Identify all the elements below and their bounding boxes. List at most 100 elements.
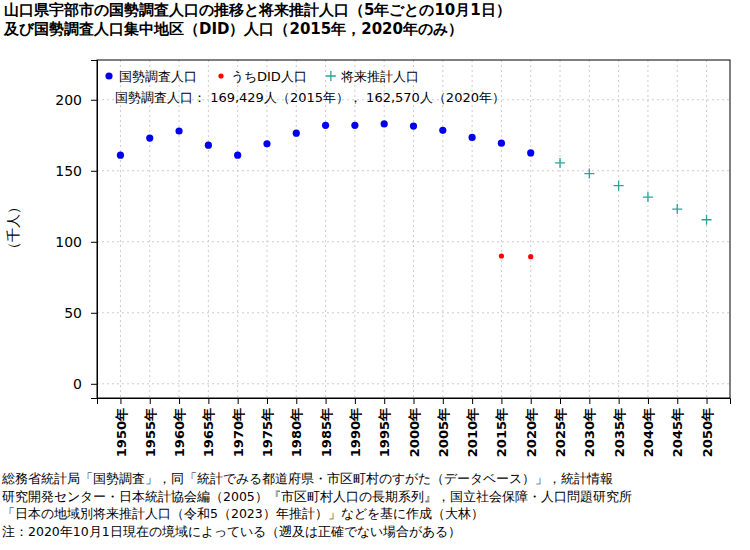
y-tick-label: 0 [73, 376, 82, 392]
x-tick: 1950年 [113, 398, 128, 457]
subtitle: 及び国勢調査人口集中地区（DID）人口（2015年，2020年のみ） [3, 20, 463, 38]
grid-line-x [618, 60, 619, 398]
x-tick-label: 2020年 [524, 408, 539, 457]
y-tick-mark [91, 313, 97, 314]
x-tick-mark [472, 398, 473, 404]
x-tick: 1980年 [289, 398, 304, 457]
x-tick-label: 2030年 [582, 408, 597, 457]
point [322, 122, 329, 129]
grid-line-x [208, 60, 209, 398]
grid [97, 60, 730, 398]
point [205, 142, 212, 149]
grid-line-x [325, 60, 326, 398]
source-note: 「日本の地域別将来推計人口（令和5（2023）年推計）」などを基に作成（大林） [2, 506, 484, 521]
grid-line-x [413, 60, 414, 398]
x-tick-mark [414, 398, 415, 404]
source-note: 総務省統計局「国勢調査」，同「統計でみる都道府県・市区町村のすがた（データベース… [1, 471, 613, 486]
grid-line-y [97, 312, 730, 313]
x-tick: 2030年 [582, 398, 597, 457]
y-axis: 050100150200 [55, 61, 97, 399]
x-tick-label: 2025年 [553, 408, 568, 457]
point [351, 122, 358, 129]
x-tick-label: 2000年 [407, 408, 422, 457]
x-tick: 2020年 [524, 398, 539, 457]
x-tick-label: 1995年 [377, 408, 392, 457]
y-tick: 150 [55, 163, 97, 179]
x-tick-mark [208, 398, 209, 404]
x-tick: 2040年 [641, 398, 656, 457]
x-tick-mark [501, 398, 502, 404]
y-tick-mark [91, 242, 97, 243]
x-tick-label: 1950年 [113, 408, 128, 457]
legend-marker [105, 72, 112, 79]
x-tick-label: 1960年 [172, 408, 187, 457]
x-tick: 1970年 [231, 398, 246, 457]
point [469, 134, 476, 141]
point [614, 181, 624, 191]
grid-line-x [560, 60, 561, 398]
x-tick: 1990年 [348, 398, 363, 457]
y-tick: 200 [55, 92, 97, 108]
y-tick: 100 [55, 234, 97, 250]
legend-item: 国勢調査人口 [105, 69, 197, 84]
legend-label: 将来推計人口 [340, 69, 419, 84]
x-tick: 1975年 [260, 398, 275, 457]
plot-frame [97, 60, 730, 398]
legend-marker [218, 73, 223, 78]
point [528, 254, 533, 259]
x-tick: 2025年 [553, 398, 568, 457]
x-tick-mark [326, 398, 327, 404]
x-tick-label: 1965年 [201, 408, 216, 457]
x-tick-label: 2040年 [641, 408, 656, 457]
point [499, 253, 504, 258]
grid-line-x [589, 60, 590, 398]
x-tick: 2010年 [465, 398, 480, 457]
point [234, 152, 241, 159]
x-tick-label: 2010年 [465, 408, 480, 457]
point [381, 120, 388, 127]
legend-item: 将来推計人口 [326, 69, 419, 84]
legend-label: うちDID人口 [231, 69, 307, 84]
x-tick-mark [384, 398, 385, 404]
x-tick-mark [589, 398, 590, 404]
point [498, 140, 505, 147]
grid-line-x [384, 60, 385, 398]
grid-line-x [266, 60, 267, 398]
grid-line-x [149, 60, 150, 398]
y-tick-mark [91, 100, 97, 101]
series [117, 120, 534, 158]
source-note: 研究開発センター・日本統計協会編（2005）『市区町村人口の長期系列』，国立社会… [2, 489, 632, 504]
x-tick-label: 2015年 [494, 408, 509, 457]
x-tick-mark [179, 398, 180, 404]
grid-line-x [530, 60, 531, 398]
point [293, 130, 300, 137]
x-tick-label: 2005年 [436, 408, 451, 457]
source-note: 注：2020年10月1日現在の境域によっている（遡及は正確でない場合がある） [2, 524, 461, 539]
series [555, 158, 712, 225]
x-tick-label: 1985年 [319, 408, 334, 457]
x-tick: 2050年 [700, 398, 715, 457]
point [117, 152, 124, 159]
x-tick-label: 1975年 [260, 408, 275, 457]
x-tick: 2045年 [670, 398, 685, 457]
x-tick-mark [355, 398, 356, 404]
points [117, 120, 712, 259]
x-tick: 2000年 [407, 398, 422, 457]
grid-line-x [647, 60, 648, 398]
point [555, 158, 565, 168]
grid-line-x [677, 60, 678, 398]
x-tick-mark [648, 398, 649, 404]
grid-line-y [97, 170, 730, 171]
y-axis-title: （千人） [5, 200, 21, 256]
x-tick-label: 1970年 [231, 408, 246, 457]
grid-line-x [442, 60, 443, 398]
grid-line-x [179, 60, 180, 398]
x-tick-mark [707, 398, 708, 404]
x-tick-mark [238, 398, 239, 404]
grid-line-y [97, 383, 730, 384]
grid-line-x [706, 60, 707, 398]
title: 山口県宇部市の国勢調査人口の推移と将来推計人口（5年ごとの10月1日） [4, 1, 511, 19]
x-axis: 1950年1955年1960年1965年1970年1975年1980年1985年… [98, 398, 731, 457]
grid-line-x [120, 60, 121, 398]
legend-marker [326, 71, 336, 81]
